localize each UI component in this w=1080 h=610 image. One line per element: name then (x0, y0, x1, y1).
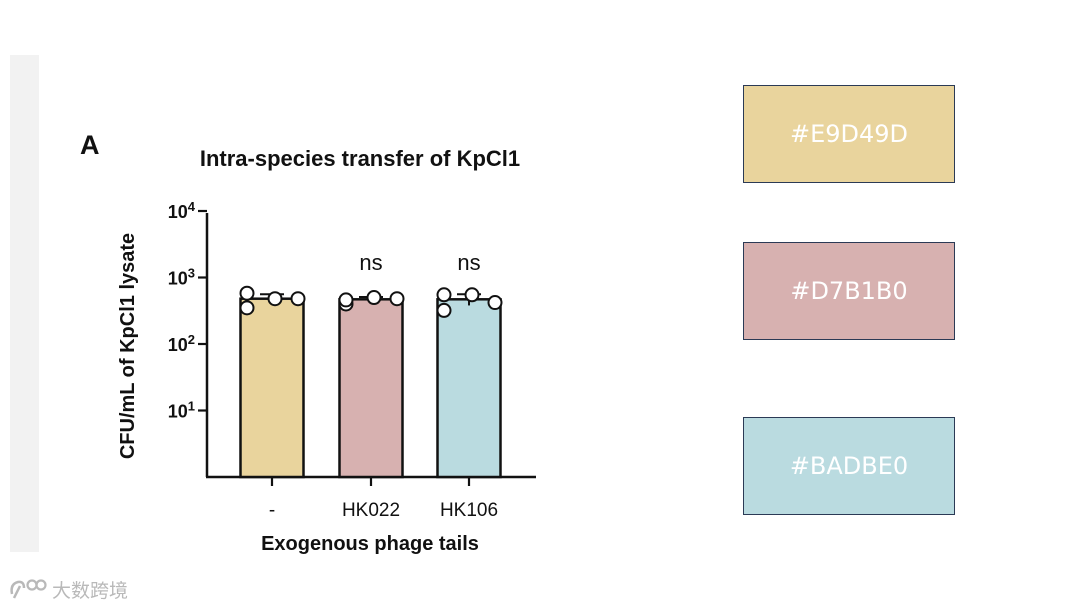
x-tick-label: HK106 (440, 500, 498, 521)
data-point (267, 291, 283, 307)
watermark-text: 大数跨境 (52, 579, 129, 602)
data-point (239, 285, 255, 301)
data-point (366, 290, 382, 306)
y-tick-label: 103 (168, 266, 195, 289)
significance-label: ns (457, 250, 480, 275)
x-tick-label: - (269, 500, 275, 521)
swatch-rose: #D7B1B0 (743, 242, 955, 340)
y-tick-label: 102 (168, 332, 195, 355)
data-point (338, 292, 354, 308)
data-point (436, 302, 452, 318)
chart-title: Intra-species transfer of KpCl1 (200, 146, 520, 171)
data-point (290, 291, 306, 307)
x-tick-label: HK022 (342, 500, 400, 521)
bar (338, 298, 404, 479)
significance-label: ns (359, 250, 382, 275)
data-point (464, 287, 480, 303)
panel-label: A (80, 130, 100, 160)
y-tick-label: 101 (168, 399, 195, 422)
data-point (436, 287, 452, 303)
plot-area: 101 102 103 104 - HK022 ns HK106 ns (168, 199, 536, 521)
y-axis-label: CFU/mL of KpCl1 lysate (117, 233, 139, 459)
swatch-cyan: #BADBE0 (743, 417, 955, 515)
watermark: 大数跨境 (8, 574, 128, 604)
x-axis-label: Exogenous phage tails (261, 533, 479, 555)
swatch-rose-label: #D7B1B0 (790, 277, 908, 305)
bar (436, 298, 502, 479)
swatch-gold: #E9D49D (743, 85, 955, 183)
y-tick-label: 104 (168, 199, 196, 222)
swatch-cyan-label: #BADBE0 (789, 452, 909, 480)
left-margin-strip (10, 55, 39, 552)
logo-icon (10, 579, 47, 599)
swatch-gold-label: #E9D49D (789, 120, 909, 148)
data-point (487, 295, 503, 311)
bar-chart: A Intra-species transfer of KpCl1 CFU/mL… (80, 130, 536, 555)
data-point (389, 291, 405, 307)
data-point (239, 300, 255, 316)
bar (239, 297, 305, 479)
